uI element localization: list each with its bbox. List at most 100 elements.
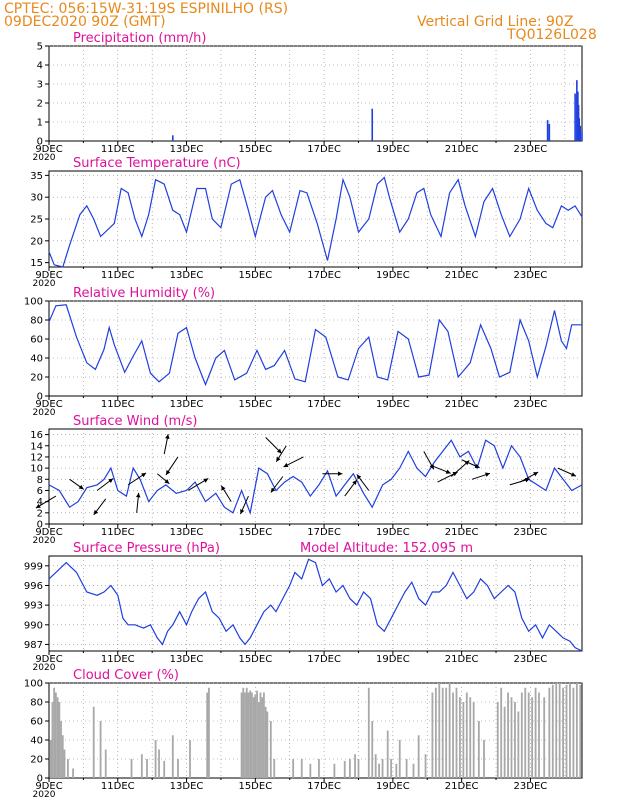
bar-cloud <box>374 754 377 778</box>
bar-cloud <box>54 692 57 778</box>
x-tick-label-pressure: 23DEC <box>514 654 548 665</box>
wind-vector-head <box>35 503 41 509</box>
bar-cloud <box>445 687 448 778</box>
wind-vector-head <box>276 448 282 454</box>
wind-vector-head <box>283 462 289 467</box>
x-tick-label-cloud: 11DEC <box>101 781 135 792</box>
bar-cloud <box>534 687 537 778</box>
bar-cloud <box>507 692 509 778</box>
x-tick-label-rh: 21DEC <box>445 399 479 410</box>
header-model: TQ0126L028 <box>507 27 597 43</box>
x-tick-label-precip: 13DEC <box>170 144 204 155</box>
y-tick-label-precip: 3 <box>37 80 43 91</box>
wind-vector-head <box>452 472 458 477</box>
y-tick-label-precip: 4 <box>37 61 43 72</box>
bar-cloud <box>247 692 250 778</box>
y-tick-label-cloud: 60 <box>30 717 43 728</box>
bar-cloud <box>250 692 253 778</box>
bar-cloud <box>448 683 451 778</box>
y-tick-label-temp: 30 <box>30 193 43 204</box>
x-tick-label-cloud: 23DEC <box>514 781 548 792</box>
x-tick-label-rh: 17DEC <box>307 399 341 410</box>
y-tick-label-rh: 0 <box>37 392 43 403</box>
bar-cloud <box>72 768 74 778</box>
bar-precip <box>371 108 374 141</box>
bar-cloud <box>318 759 320 778</box>
bar-cloud <box>551 684 554 778</box>
y-tick-label-pressure: 987 <box>24 640 43 651</box>
wind-vector-head <box>570 472 576 477</box>
bar-cloud <box>371 721 374 778</box>
y-tick-label-precip: 1 <box>37 118 43 129</box>
wind-vector-head <box>337 471 343 476</box>
x-tick-label-wind: 15DEC <box>238 527 272 538</box>
x-tick-label-precip: 23DEC <box>514 144 548 155</box>
bar-cloud <box>386 730 389 778</box>
panel-title-precip: Precipitation (mm/h) <box>73 31 206 46</box>
model-altitude: Model Altitude: 152.095 m <box>300 541 473 556</box>
bar-precip <box>546 120 549 141</box>
bar-cloud <box>543 697 546 778</box>
bar-cloud <box>555 683 558 778</box>
year-label-pressure: 2020 <box>33 663 56 673</box>
x-tick-label-wind: 21DEC <box>445 527 479 538</box>
bar-cloud <box>269 721 272 778</box>
wind-vector-head <box>485 472 490 477</box>
x-tick-label-precip: 21DEC <box>445 144 479 155</box>
wind-vector-head <box>270 487 276 493</box>
year-label-cloud: 2020 <box>33 790 56 800</box>
x-tick-label-wind: 17DEC <box>307 527 341 538</box>
x-tick-label-rh: 11DEC <box>101 399 135 410</box>
bar-precip <box>576 80 578 141</box>
wind-vector-head <box>221 485 226 491</box>
bar-cloud <box>189 740 191 778</box>
x-tick-label-temp: 21DEC <box>445 270 479 281</box>
series-line-pressure <box>48 558 583 652</box>
bar-cloud <box>357 759 360 778</box>
y-tick-label-wind: 8 <box>37 475 43 486</box>
bar-cloud <box>367 687 370 778</box>
x-tick-label-pressure: 13DEC <box>170 654 204 665</box>
x-tick-label-cloud: 13DEC <box>170 781 204 792</box>
bar-cloud <box>261 697 264 778</box>
bar-cloud <box>51 702 54 778</box>
bar-cloud <box>562 687 564 778</box>
x-tick-label-precip: 11DEC <box>101 144 135 155</box>
bar-cloud <box>266 711 269 778</box>
x-tick-label-temp: 17DEC <box>307 270 341 281</box>
panel-frame-rh <box>48 300 583 397</box>
y-tick-label-wind: 12 <box>30 452 43 463</box>
x-tick-label-temp: 15DEC <box>238 270 272 281</box>
bar-cloud <box>565 684 568 778</box>
bar-cloud <box>483 740 485 778</box>
bar-cloud <box>452 692 454 778</box>
x-tick-label-pressure: 15DEC <box>238 654 272 665</box>
y-tick-label-cloud: 40 <box>30 736 43 747</box>
bar-cloud <box>455 687 458 778</box>
bar-cloud <box>309 763 312 778</box>
y-tick-label-wind: 10 <box>30 464 43 475</box>
bar-precip <box>574 93 576 141</box>
bar-cloud <box>256 690 258 778</box>
y-tick-label-precip: 0 <box>37 137 43 148</box>
bar-cloud <box>259 692 262 778</box>
bar-cloud <box>469 697 472 778</box>
bar-precip <box>581 131 583 141</box>
bar-cloud <box>438 683 441 778</box>
wind-vector-head <box>429 464 434 470</box>
wind-vector-head <box>356 474 362 480</box>
bar-precip <box>579 125 582 141</box>
bar-cloud <box>378 763 381 778</box>
panel-frame-wind <box>48 428 583 525</box>
x-tick-label-temp: 13DEC <box>170 270 204 281</box>
y-tick-label-rh: 40 <box>30 354 43 365</box>
wind-vector-head <box>203 478 209 483</box>
bar-cloud <box>459 697 461 778</box>
bar-cloud <box>412 763 415 778</box>
x-tick-label-pressure: 11DEC <box>101 654 135 665</box>
bar-cloud <box>558 683 561 778</box>
y-tick-label-cloud: 100 <box>24 679 43 690</box>
bar-cloud <box>503 706 506 778</box>
